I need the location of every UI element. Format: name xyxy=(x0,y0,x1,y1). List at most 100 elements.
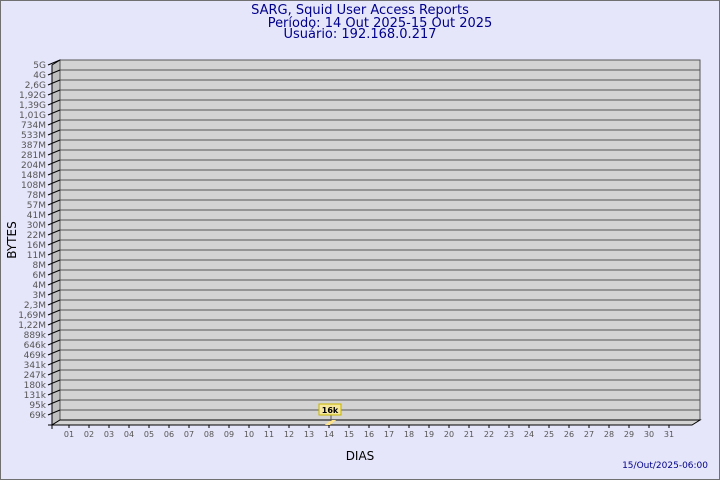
x-tick-label: 25 xyxy=(544,430,554,439)
x-tick-label: 10 xyxy=(244,430,254,439)
y-tick-label: 11M xyxy=(27,251,46,261)
y-tick-label: 8M xyxy=(33,261,47,271)
x-tick-label: 18 xyxy=(404,430,414,439)
y-tick-label: 69k xyxy=(29,411,46,421)
y-tick xyxy=(47,89,61,96)
y-tick xyxy=(47,379,61,386)
y-tick-label: 6M xyxy=(33,271,47,281)
y-tick-label: 734M xyxy=(21,121,46,131)
y-tick xyxy=(47,329,61,336)
x-tick-label: 28 xyxy=(604,430,614,439)
y-axis-label: BYTES xyxy=(5,221,19,258)
x-tick-label: 22 xyxy=(484,430,494,439)
plot-floor xyxy=(50,419,702,426)
x-tick-label: 13 xyxy=(304,430,314,439)
x-tick-label: 03 xyxy=(104,430,114,439)
generated-timestamp: 15/Out/2025-06:00 xyxy=(622,461,708,471)
y-tick xyxy=(47,349,61,356)
y-tick-label: 204M xyxy=(21,161,46,171)
y-tick xyxy=(47,79,61,86)
y-tick-label: 78M xyxy=(27,191,46,201)
y-tick-label: 2,6G xyxy=(25,81,46,91)
y-tick xyxy=(47,209,61,216)
x-tick-label: 12 xyxy=(284,430,294,439)
y-tick xyxy=(47,369,61,376)
bar xyxy=(325,420,336,425)
y-tick-label: 341k xyxy=(24,361,47,371)
x-tick-label: 07 xyxy=(184,430,194,439)
x-tick-label: 27 xyxy=(584,430,594,439)
y-tick xyxy=(47,249,61,256)
y-tick-label: 3M xyxy=(33,291,47,301)
x-tick-label: 24 xyxy=(524,430,534,439)
y-tick xyxy=(47,169,61,176)
x-tick-label: 26 xyxy=(564,430,574,439)
x-tick-label: 04 xyxy=(124,430,134,439)
y-tick-label: 4G xyxy=(33,71,46,81)
y-tick xyxy=(47,339,61,346)
y-tick-label: 41M xyxy=(27,211,46,221)
y-tick xyxy=(47,309,61,316)
y-tick xyxy=(47,389,61,396)
y-tick xyxy=(47,359,61,366)
y-tick-label: 180k xyxy=(24,381,47,391)
y-tick-label: 281M xyxy=(21,151,46,161)
y-tick xyxy=(47,269,61,276)
chart-user: Usuário: 192.168.0.217 xyxy=(283,27,437,42)
y-tick xyxy=(47,199,61,206)
y-tick xyxy=(47,219,61,226)
y-tick-label: 95k xyxy=(29,401,46,411)
x-tick-label: 02 xyxy=(84,430,94,439)
y-tick-label: 889k xyxy=(24,331,47,341)
x-tick-label: 06 xyxy=(164,430,174,439)
x-tick-label: 05 xyxy=(144,430,154,439)
x-tick-label: 08 xyxy=(204,430,214,439)
y-tick-label: 4M xyxy=(33,281,47,291)
y-tick xyxy=(47,409,61,416)
bar-label-box xyxy=(318,403,342,416)
x-tick-label: 21 xyxy=(464,430,474,439)
y-tick xyxy=(47,299,61,306)
y-tick xyxy=(47,259,61,266)
y-tick-label: 131k xyxy=(24,391,47,401)
y-tick-label: 1,22M xyxy=(18,321,46,331)
y-tick xyxy=(47,69,61,76)
x-tick-label: 17 xyxy=(384,430,394,439)
y-tick xyxy=(47,319,61,326)
x-tick-label: 15 xyxy=(344,430,354,439)
chart-title: SARG, Squid User Access Reports xyxy=(251,3,469,18)
y-tick-label: 108M xyxy=(21,181,46,191)
y-tick-label: 1,69M xyxy=(18,311,46,321)
y-tick-label: 533M xyxy=(21,131,46,141)
y-tick xyxy=(47,109,61,116)
chart-period: Período: 14 Out 2025-15 Out 2025 xyxy=(267,16,493,31)
x-tick-label: 09 xyxy=(224,430,234,439)
x-tick-label: 31 xyxy=(664,430,674,439)
y-tick-label: 247k xyxy=(24,371,47,381)
y-tick xyxy=(47,399,61,406)
y-tick xyxy=(47,149,61,156)
y-tick-label: 469k xyxy=(24,351,47,361)
y-tick xyxy=(47,129,61,136)
y-tick xyxy=(47,239,61,246)
y-tick-label: 2,3M xyxy=(24,301,46,311)
x-axis-label: DIAS xyxy=(346,449,375,463)
y-tick-label: 1,01G xyxy=(19,111,46,121)
y-tick-label: 387M xyxy=(21,141,46,151)
bar-label: 16k xyxy=(322,406,339,415)
y-tick-label: 30M xyxy=(27,221,46,231)
y-tick xyxy=(47,99,61,106)
x-tick-label: 11 xyxy=(264,430,274,439)
y-tick xyxy=(47,179,61,186)
y-tick xyxy=(47,279,61,286)
y-tick-label: 22M xyxy=(27,231,46,241)
x-tick-label: 19 xyxy=(424,430,434,439)
y-tick-label: 5G xyxy=(33,61,46,71)
x-tick-label: 29 xyxy=(624,430,634,439)
x-tick-label: 20 xyxy=(444,430,454,439)
y-tick xyxy=(47,119,61,126)
y-tick xyxy=(47,289,61,296)
x-tick-label: 23 xyxy=(504,430,514,439)
x-tick-label: 30 xyxy=(644,430,654,439)
